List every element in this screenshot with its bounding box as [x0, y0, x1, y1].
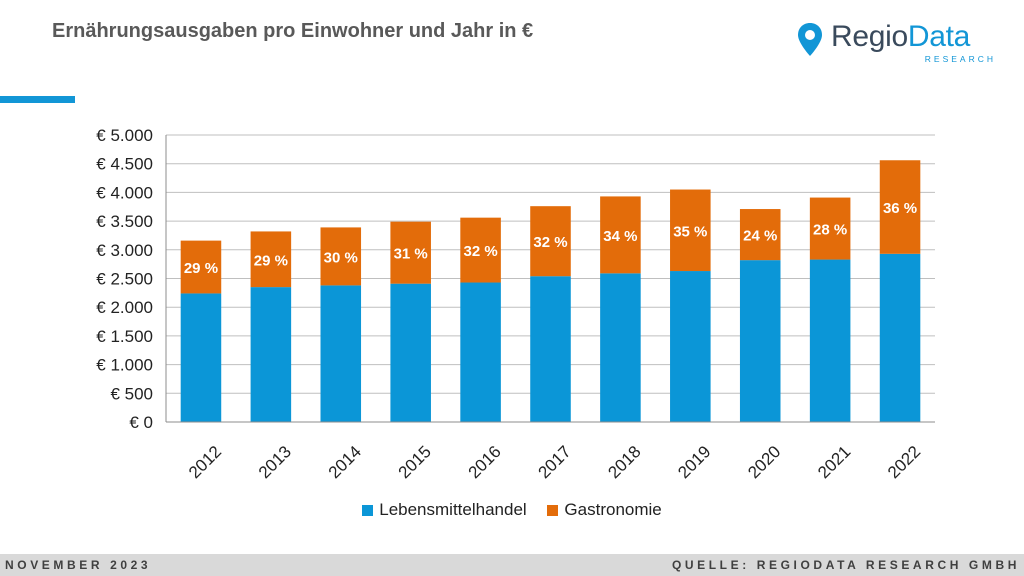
bar-lebensmittelhandel-2017	[530, 276, 571, 422]
bar-lebensmittelhandel-2013	[250, 287, 292, 422]
bar-gastronomie-2018	[600, 196, 641, 274]
footer-source: QUELLE: REGIODATA RESEARCH GMBH	[671, 558, 1020, 572]
bar-lebensmittelhandel-2022	[879, 253, 921, 422]
y-tick-label: € 2.000	[96, 298, 153, 317]
legend-label: Gastronomie	[564, 500, 662, 519]
data-label: 29 %	[184, 260, 218, 277]
bar-lebensmittelhandel-2020	[739, 260, 781, 422]
legend-item-lebensmittelhandel: Lebensmittelhandel	[362, 500, 527, 520]
logo-wordmark: RegioData	[831, 20, 971, 53]
x-tick-label: 2017	[535, 442, 575, 482]
y-tick-label: € 3.000	[96, 241, 153, 260]
bar-lebensmittelhandel-2012	[180, 293, 222, 422]
x-tick-label: 2014	[325, 442, 365, 482]
x-tick-label: 2020	[744, 442, 784, 482]
y-tick-label: € 2.500	[96, 270, 153, 289]
legend-swatch	[547, 504, 559, 516]
bar-gastronomie-2019	[670, 189, 711, 272]
y-tick-label: € 1.500	[96, 327, 153, 346]
x-tick-label: 2021	[814, 442, 854, 482]
bar-gastronomie-2017	[530, 206, 571, 277]
x-tick-label: 2022	[884, 442, 924, 482]
x-tick-label: 2016	[465, 442, 505, 482]
bar-lebensmittelhandel-2019	[670, 271, 711, 422]
bar-lebensmittelhandel-2021	[809, 259, 851, 422]
x-tick-label: 2012	[185, 442, 225, 482]
legend-label: Lebensmittelhandel	[379, 500, 527, 519]
data-label: 28 %	[813, 222, 847, 239]
y-tick-label: € 0	[129, 413, 153, 432]
bar-lebensmittelhandel-2016	[460, 282, 501, 422]
accent-bar	[0, 96, 75, 103]
x-tick-label: 2018	[604, 442, 644, 482]
data-label: 29 %	[254, 252, 288, 269]
chart-legend: Lebensmittelhandel Gastronomie	[0, 500, 1024, 521]
bar-gastronomie-2020	[739, 209, 781, 261]
footer-date: NOVEMBER 2023	[5, 558, 152, 572]
regiodata-logo: RegioData RESEARCH	[797, 18, 1007, 68]
data-label: 31 %	[394, 246, 428, 263]
y-tick-label: € 5.000	[96, 126, 153, 145]
x-tick-label: 2019	[674, 442, 714, 482]
bar-lebensmittelhandel-2014	[320, 285, 362, 422]
footer-bar: NOVEMBER 2023 QUELLE: REGIODATA RESEARCH…	[0, 554, 1024, 576]
bar-gastronomie-2012	[180, 240, 222, 294]
bar-gastronomie-2015	[390, 221, 431, 284]
y-tick-label: € 3.500	[96, 212, 153, 231]
legend-item-gastronomie: Gastronomie	[547, 500, 662, 520]
y-tick-label: € 4.500	[96, 155, 153, 174]
data-label: 32 %	[463, 243, 497, 260]
map-pin-icon	[798, 23, 822, 56]
stacked-bar-chart: € 0 € 500 € 1.000 € 1.500 € 2.000 € 2.500 € 3.…	[96, 126, 935, 482]
data-label: 36 %	[883, 200, 917, 217]
y-tick-label: € 1.000	[96, 356, 153, 375]
bar-lebensmittelhandel-2015	[390, 283, 431, 422]
data-label: 34 %	[603, 228, 637, 245]
data-label: 24 %	[743, 228, 777, 245]
x-tick-label: 2015	[395, 442, 435, 482]
bar-gastronomie-2014	[320, 227, 362, 286]
y-tick-label: € 500	[110, 384, 153, 403]
bar-gastronomie-2016	[460, 217, 501, 283]
chart-title: Ernährungsausgaben pro Einwohner und Jah…	[52, 20, 534, 42]
legend-swatch	[362, 504, 374, 516]
data-label: 35 %	[673, 223, 707, 240]
bar-gastronomie-2021	[809, 197, 851, 260]
data-label: 32 %	[533, 234, 567, 251]
bar-gastronomie-2022	[879, 160, 921, 254]
bar-gastronomie-2013	[250, 231, 292, 288]
x-tick-label: 2013	[255, 442, 295, 482]
data-label: 30 %	[324, 249, 358, 266]
y-tick-label: € 4.000	[96, 183, 153, 202]
bar-lebensmittelhandel-2018	[600, 273, 641, 422]
logo-subtitle: RESEARCH	[924, 54, 996, 64]
